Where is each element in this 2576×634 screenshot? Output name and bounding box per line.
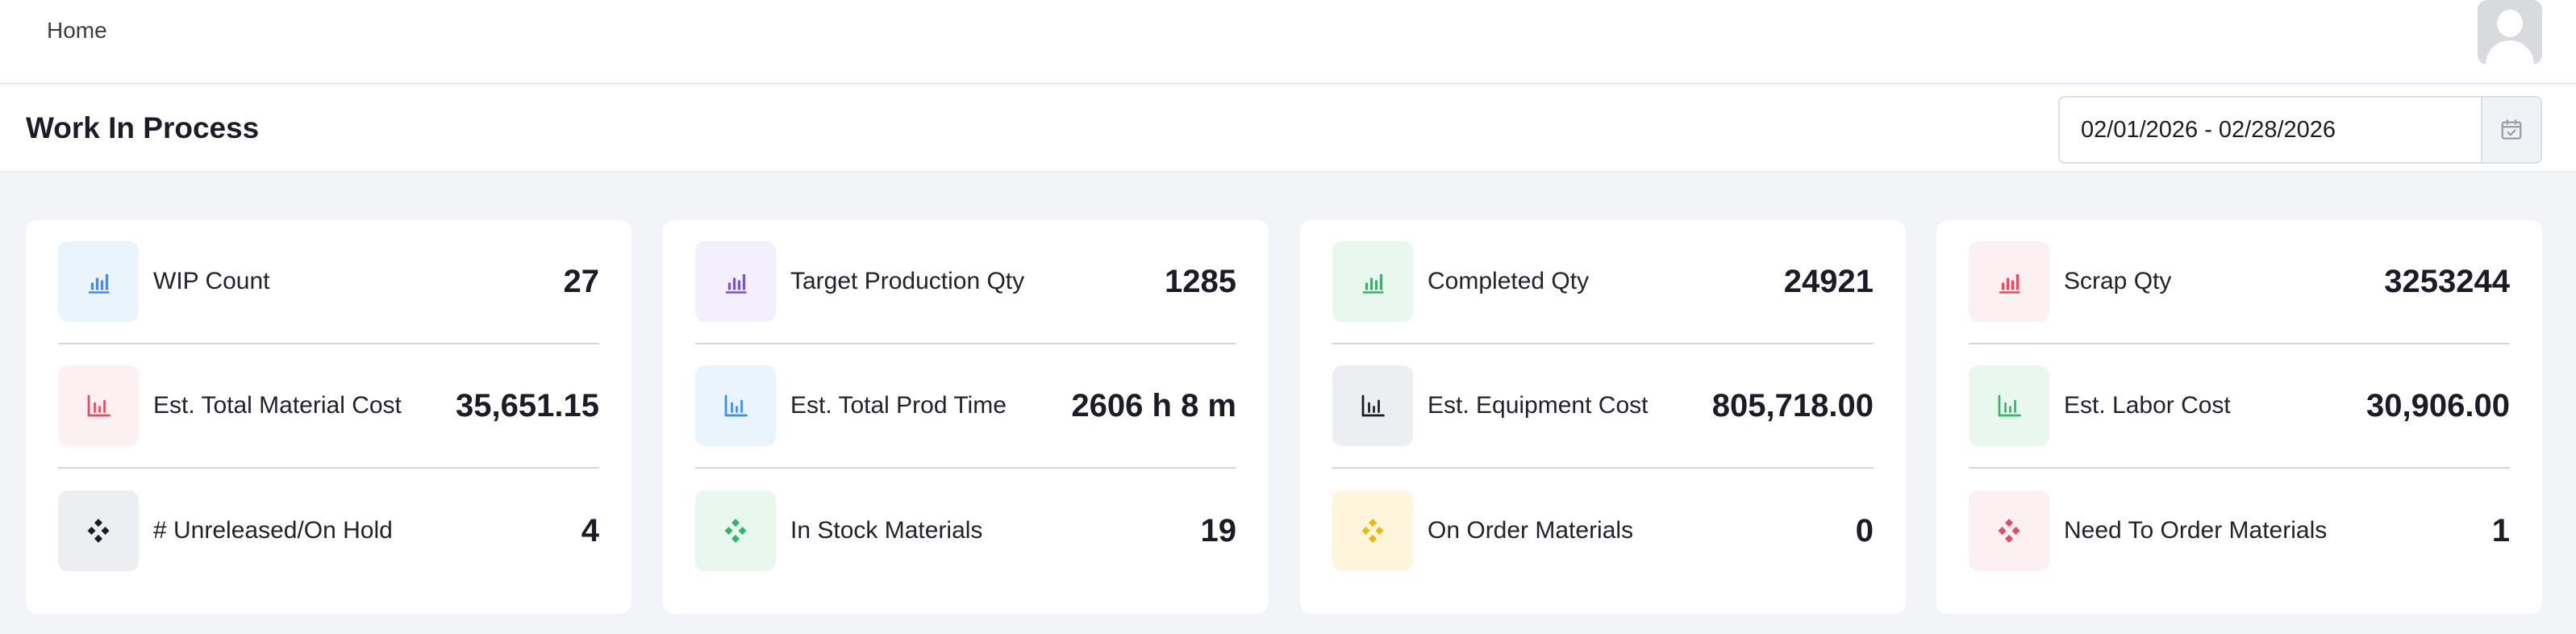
metric-value: 4 [581, 512, 599, 548]
calendar-check-icon [2501, 119, 2522, 140]
diamond-dots-icon [1361, 519, 1384, 543]
metric-icon-box [58, 241, 139, 322]
metric-scrap-qty: Scrap Qty 3253244 [1969, 220, 2510, 344]
metric-icon-box [58, 365, 139, 446]
metric-icon-box [1332, 365, 1413, 446]
metric-label: Est. Equipment Cost [1428, 392, 1649, 419]
bar-chart-outline-icon [87, 394, 110, 417]
diamond-dots-icon [87, 519, 110, 543]
metric-value: 3253244 [2384, 263, 2510, 299]
metric-label: Scrap Qty [2064, 268, 2172, 294]
metric-icon-box [695, 365, 776, 446]
metric-est-total-material-cost: Est. Total Material Cost 35,651.15 [58, 344, 599, 469]
metric-card: WIP Count 27 Est. Total Material Cost 35… [26, 220, 631, 614]
metric-value: 2606 h 8 m [1071, 387, 1236, 423]
metric-target-production-qty: Target Production Qty 1285 [695, 220, 1236, 344]
metric-value: 24921 [1783, 263, 1874, 299]
metric-label: # Unreleased/On Hold [153, 517, 393, 544]
bar-chart-icon [89, 274, 110, 294]
metric-label: Est. Total Prod Time [790, 392, 1007, 419]
metric-icon-box [1969, 241, 2049, 322]
page-title: Work In Process [26, 111, 260, 144]
metric-label: Target Production Qty [790, 268, 1025, 294]
metric-label: Est. Total Material Cost [153, 392, 402, 419]
metric-label: Need To Order Materials [2064, 517, 2328, 544]
bar-chart-icon [1363, 274, 1384, 294]
page-header: Work In Process [0, 86, 2576, 173]
metric-label: Completed Qty [1428, 268, 1590, 294]
metric-icon-box [695, 241, 776, 322]
bar-chart-outline-icon [1998, 394, 2021, 417]
avatar-head [2497, 10, 2523, 37]
metric-on-order-materials: On Order Materials 0 [1332, 469, 1874, 593]
metric-cards: WIP Count 27 Est. Total Material Cost 35… [26, 220, 2542, 614]
metric-value: 1 [2491, 512, 2510, 548]
date-range-picker [2058, 96, 2542, 164]
calendar-button[interactable] [2481, 96, 2542, 164]
metric-label: On Order Materials [1428, 517, 1634, 544]
metric-icon-box [1332, 490, 1413, 571]
metric-icon-box [1969, 365, 2049, 446]
metric-in-stock-materials: In Stock Materials 19 [695, 469, 1236, 593]
avatar[interactable] [2478, 0, 2542, 65]
metric-icon-box [1969, 490, 2049, 571]
metric-unreleased-on-hold: # Unreleased/On Hold 4 [58, 469, 599, 593]
metric-completed-qty: Completed Qty 24921 [1332, 220, 1874, 344]
metric-value: 1285 [1165, 263, 1236, 299]
bar-chart-icon [1999, 274, 2020, 294]
metric-value: 27 [563, 263, 600, 299]
bar-chart-outline-icon [724, 394, 748, 417]
metric-value: 35,651.15 [456, 387, 599, 423]
metric-card: Target Production Qty 1285 Est. Total Pr… [663, 220, 1269, 614]
metric-label: WIP Count [153, 268, 270, 294]
date-range-input[interactable] [2058, 96, 2481, 164]
metric-label: Est. Labor Cost [2064, 392, 2231, 419]
metric-value: 30,906.00 [2366, 387, 2510, 423]
home-link[interactable]: Home [47, 18, 107, 43]
metric-est-total-prod-time: Est. Total Prod Time 2606 h 8 m [695, 344, 1236, 469]
metric-est-equipment-cost: Est. Equipment Cost 805,718.00 [1332, 344, 1874, 469]
diamond-dots-icon [1998, 519, 2020, 543]
metric-card: Scrap Qty 3253244 Est. Labor Cost 30,906… [1936, 220, 2542, 614]
metric-value: 0 [1855, 512, 1874, 548]
avatar-body [2486, 40, 2534, 65]
metric-label: In Stock Materials [790, 517, 983, 544]
metric-icon-box [695, 490, 776, 571]
diamond-dots-icon [724, 519, 747, 543]
metric-wip-count: WIP Count 27 [58, 220, 599, 344]
metric-est-labor-cost: Est. Labor Cost 30,906.00 [1969, 344, 2510, 469]
metric-value: 805,718.00 [1711, 387, 1874, 423]
metric-need-to-order-materials: Need To Order Materials 1 [1969, 469, 2510, 593]
bar-chart-outline-icon [1361, 394, 1385, 417]
metric-icon-box [1332, 241, 1413, 322]
metric-value: 19 [1200, 512, 1237, 548]
bar-chart-icon [726, 274, 747, 294]
metric-icon-box [58, 490, 139, 571]
metric-card: Completed Qty 24921 Est. Equipment Cost … [1300, 220, 1906, 614]
top-navbar: Home [0, 0, 2576, 84]
